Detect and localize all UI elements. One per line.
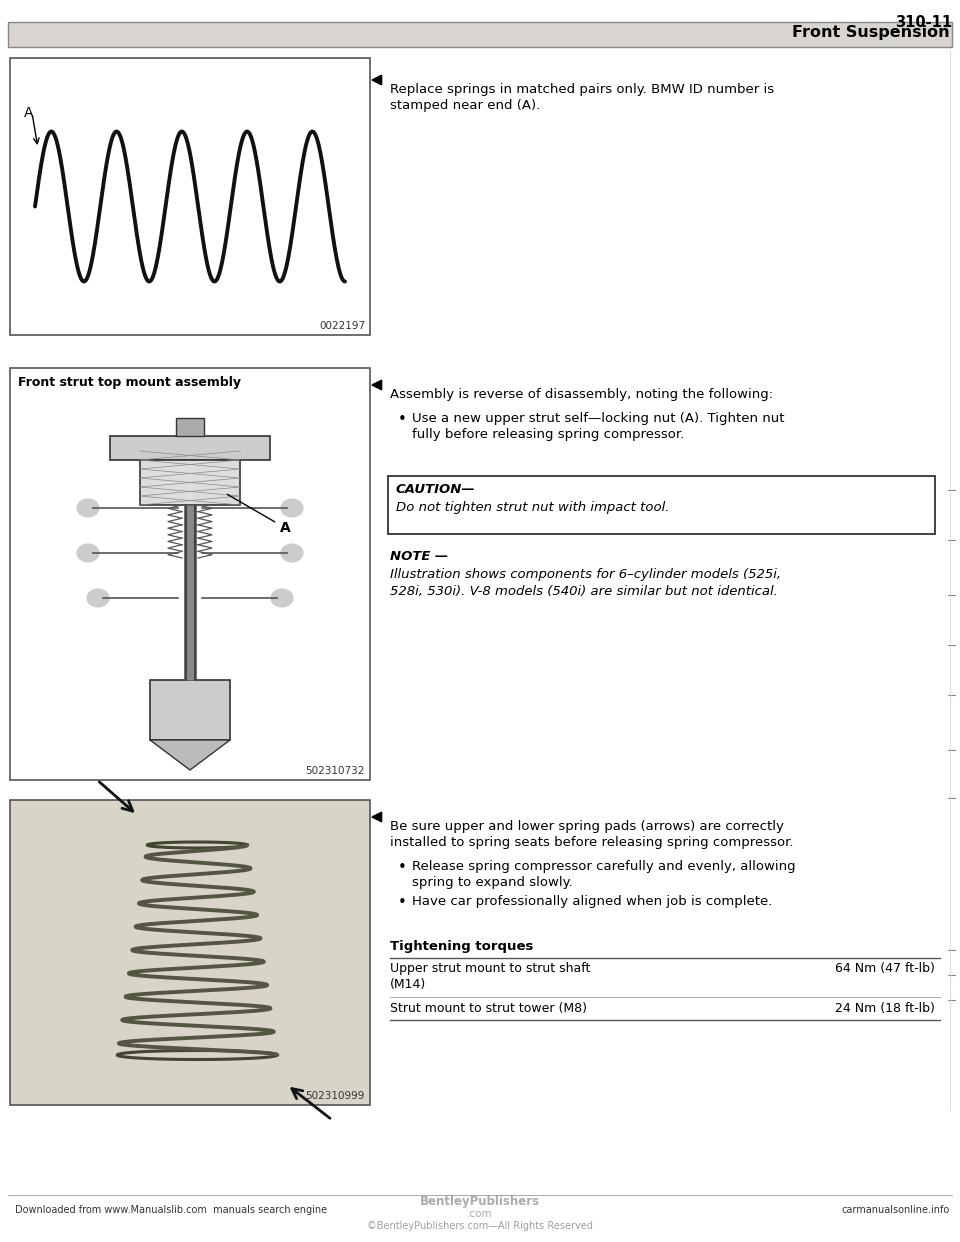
Text: NOTE —: NOTE — bbox=[390, 550, 448, 563]
Text: Use a new upper strut self—locking nut (A). Tighten nut: Use a new upper strut self—locking nut (… bbox=[412, 412, 784, 425]
Text: .com: .com bbox=[468, 1208, 492, 1218]
Ellipse shape bbox=[87, 589, 109, 607]
Text: BentleyPublishers: BentleyPublishers bbox=[420, 1196, 540, 1208]
Text: installed to spring seats before releasing spring compressor.: installed to spring seats before releasi… bbox=[390, 836, 794, 850]
Text: A: A bbox=[24, 106, 34, 120]
Ellipse shape bbox=[281, 544, 303, 561]
Text: Replace springs in matched pairs only. BMW ID number is: Replace springs in matched pairs only. B… bbox=[390, 83, 774, 96]
Text: Have car professionally aligned when job is complete.: Have car professionally aligned when job… bbox=[412, 895, 773, 908]
Text: Upper strut mount to strut shaft: Upper strut mount to strut shaft bbox=[390, 963, 590, 975]
Text: (M14): (M14) bbox=[390, 977, 426, 991]
Text: Be sure upper and lower spring pads (arrows) are correctly: Be sure upper and lower spring pads (arr… bbox=[390, 820, 784, 833]
Polygon shape bbox=[372, 380, 382, 390]
Text: ©BentleyPublishers.com—All Rights Reserved: ©BentleyPublishers.com—All Rights Reserv… bbox=[367, 1221, 593, 1231]
FancyBboxPatch shape bbox=[388, 476, 935, 534]
Text: 0022197: 0022197 bbox=[319, 320, 365, 332]
Ellipse shape bbox=[281, 499, 303, 517]
Text: Do not tighten strut nut with impact tool.: Do not tighten strut nut with impact too… bbox=[396, 501, 669, 514]
Text: Downloaded from www.Manualslib.com  manuals search engine: Downloaded from www.Manualslib.com manua… bbox=[15, 1205, 327, 1215]
Ellipse shape bbox=[77, 544, 99, 561]
Text: fully before releasing spring compressor.: fully before releasing spring compressor… bbox=[412, 428, 684, 441]
FancyBboxPatch shape bbox=[140, 460, 240, 505]
FancyBboxPatch shape bbox=[8, 22, 952, 47]
Text: •: • bbox=[398, 412, 407, 427]
Text: 528i, 530i). V-8 models (540i) are similar but not identical.: 528i, 530i). V-8 models (540i) are simil… bbox=[390, 585, 778, 597]
Text: Front Suspension: Front Suspension bbox=[792, 25, 950, 40]
Text: Tightening torques: Tightening torques bbox=[390, 940, 534, 953]
Text: 310-11: 310-11 bbox=[895, 15, 952, 30]
FancyBboxPatch shape bbox=[10, 368, 370, 780]
Polygon shape bbox=[150, 740, 230, 770]
Text: A: A bbox=[228, 494, 291, 535]
Text: 64 Nm (47 ft-lb): 64 Nm (47 ft-lb) bbox=[835, 963, 935, 975]
Text: 502310999: 502310999 bbox=[305, 1090, 365, 1100]
Text: Illustration shows components for 6–cylinder models (525i,: Illustration shows components for 6–cyli… bbox=[390, 568, 781, 581]
Text: •: • bbox=[398, 859, 407, 876]
Text: stamped near end (A).: stamped near end (A). bbox=[390, 99, 540, 112]
FancyBboxPatch shape bbox=[110, 436, 270, 460]
Text: 502310732: 502310732 bbox=[305, 766, 365, 776]
Text: Assembly is reverse of disassembly, noting the following:: Assembly is reverse of disassembly, noti… bbox=[390, 388, 773, 401]
Text: •: • bbox=[398, 895, 407, 910]
Ellipse shape bbox=[271, 589, 293, 607]
Ellipse shape bbox=[77, 499, 99, 517]
Text: 24 Nm (18 ft-lb): 24 Nm (18 ft-lb) bbox=[835, 1002, 935, 1015]
Polygon shape bbox=[372, 76, 382, 84]
FancyBboxPatch shape bbox=[10, 800, 370, 1105]
Text: Front strut top mount assembly: Front strut top mount assembly bbox=[18, 376, 241, 389]
FancyBboxPatch shape bbox=[10, 58, 370, 335]
Text: Release spring compressor carefully and evenly, allowing: Release spring compressor carefully and … bbox=[412, 859, 796, 873]
Text: carmanualsonline.info: carmanualsonline.info bbox=[842, 1205, 950, 1215]
Text: spring to expand slowly.: spring to expand slowly. bbox=[412, 876, 573, 889]
Text: Strut mount to strut tower (M8): Strut mount to strut tower (M8) bbox=[390, 1002, 587, 1015]
FancyBboxPatch shape bbox=[150, 681, 230, 740]
Polygon shape bbox=[372, 812, 382, 822]
Text: CAUTION—: CAUTION— bbox=[396, 483, 475, 496]
Bar bbox=[176, 419, 204, 436]
